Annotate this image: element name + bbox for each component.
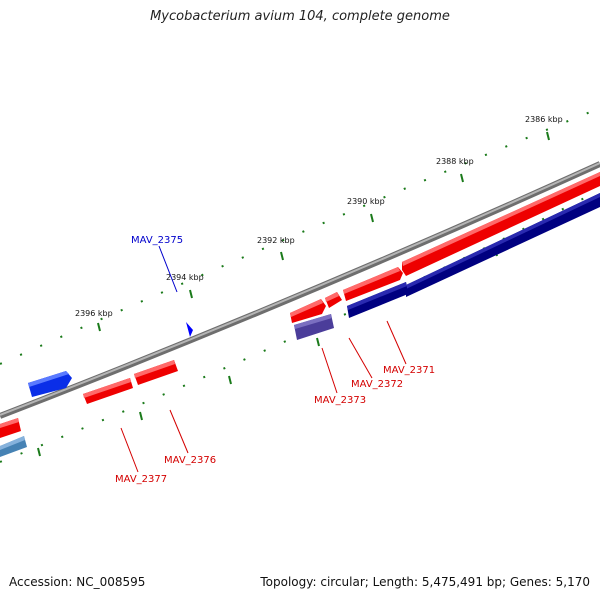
gene-feature-edge-steel[interactable]: [0, 436, 27, 457]
gene-label-MAV_2376[interactable]: MAV_2376: [164, 455, 216, 466]
gene-feature-MAV_2372-reverse[interactable]: [347, 282, 408, 318]
major-ticks: [37, 131, 576, 457]
gene-feature-MAV_2372[interactable]: [343, 267, 403, 301]
gene-feature-blue-forward[interactable]: [28, 371, 72, 397]
gene-feature-MAV_2376[interactable]: [134, 360, 178, 385]
gene-feature-edge-red[interactable]: [0, 418, 21, 438]
gene-feature-MAV_2373-pseudo[interactable]: [294, 314, 334, 340]
genome-summary-text: Topology: circular; Length: 5,475,491 bp…: [260, 575, 590, 589]
map-title: Mycobacterium avium 104, complete genome: [150, 9, 450, 24]
scale-label-2388: 2388 kbp: [436, 157, 474, 166]
scale-label-2386: 2386 kbp: [525, 115, 563, 124]
accession-text: Accession: NC_008595: [9, 575, 146, 589]
gene-feature-MAV_2375[interactable]: [186, 322, 193, 337]
genome-backbone: [0, 161, 600, 419]
scale-label-2390: 2390 kbp: [347, 197, 385, 206]
gene-feature-reverse-long[interactable]: [406, 193, 600, 297]
gene-label-MAV_2377[interactable]: MAV_2377: [115, 474, 167, 485]
gene-label-MAV_2373[interactable]: MAV_2373: [314, 395, 366, 406]
inner-scale-ticks: [0, 189, 600, 463]
gene-feature-MAV_2374[interactable]: [290, 299, 326, 323]
gene-label-MAV_2371[interactable]: MAV_2371: [383, 365, 435, 376]
scale-label-2392: 2392 kbp: [257, 236, 295, 245]
gene-feature-MAV_2373[interactable]: [325, 292, 342, 308]
gene-label-MAV_2372[interactable]: MAV_2372: [351, 379, 403, 390]
gene-feature-MAV_2377[interactable]: [83, 378, 133, 404]
label-leader-lines: [120, 245, 407, 473]
gene-label-MAV_2375[interactable]: MAV_2375: [131, 235, 183, 246]
scale-label-2396: 2396 kbp: [75, 309, 113, 318]
scale-label-2394: 2394 kbp: [166, 273, 204, 282]
gene-feature-MAV_2371[interactable]: [402, 172, 600, 276]
